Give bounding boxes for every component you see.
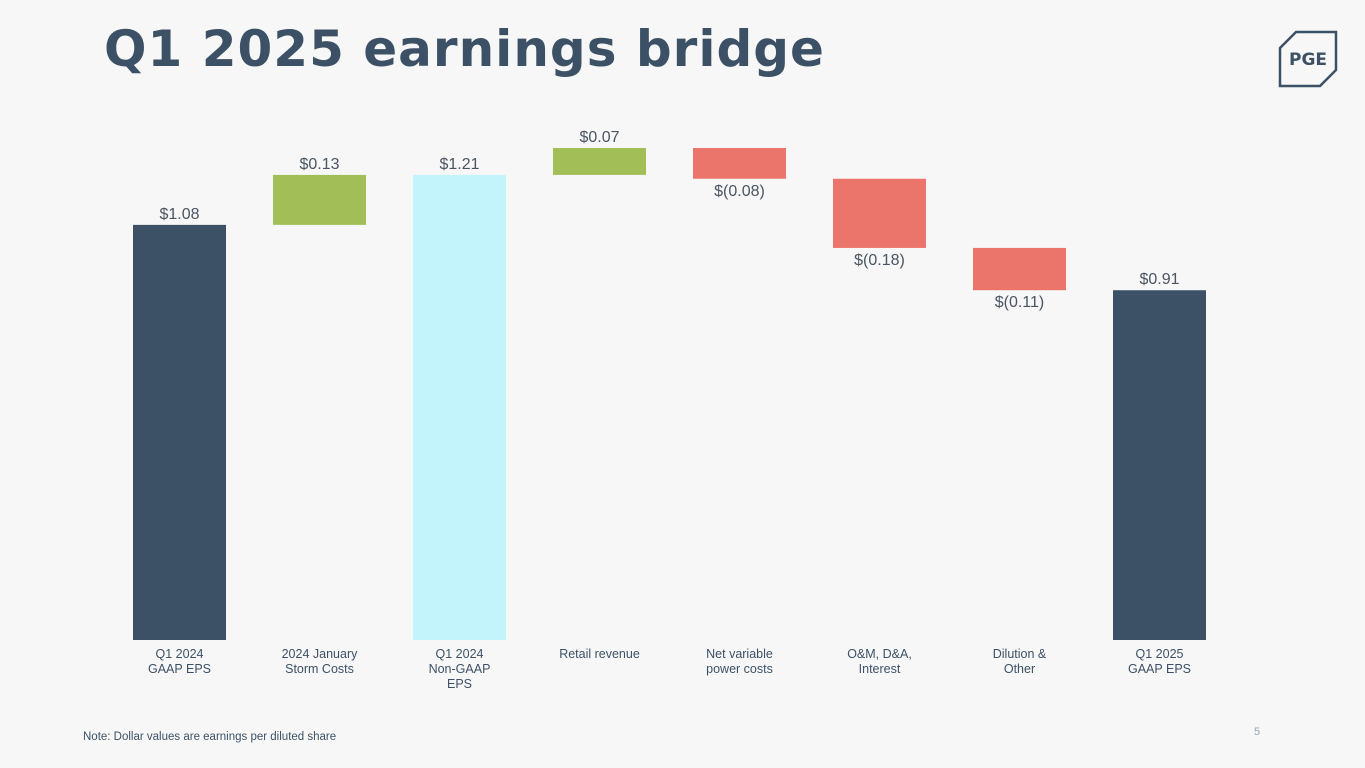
value-label-1: $0.13 — [299, 156, 339, 173]
value-label-5: $(0.18) — [854, 252, 905, 269]
category-label-6-line-0: Dilution & — [993, 647, 1047, 661]
category-label-1-line-1: Storm Costs — [285, 662, 354, 676]
pge-logo-icon: PGE — [1278, 30, 1338, 88]
value-label-3: $0.07 — [579, 129, 619, 146]
bar-3-increase — [553, 148, 646, 175]
category-label-1-line-0: 2024 January — [282, 647, 359, 661]
bar-1-increase — [273, 174, 366, 225]
bars-layer — [133, 148, 1206, 640]
value-labels-layer: $1.08 $0.13 $1.21 $0.07 $(0.08) $(0.18) $(0.11… — [159, 129, 1179, 311]
category-label-2-line-2: EPS — [447, 677, 472, 691]
footnote: Note: Dollar values are earnings per dil… — [83, 731, 337, 743]
value-label-6: $(0.11) — [995, 294, 1045, 311]
category-label-0-line-1: GAAP EPS — [148, 662, 211, 676]
value-label-2: $1.21 — [439, 156, 479, 173]
category-label-7-line-1: GAAP EPS — [1128, 662, 1191, 676]
category-label-5-line-0: O&M, D&A, — [847, 647, 912, 661]
category-label-2-line-1: Non-GAAP — [429, 662, 491, 676]
category-label-3-line-0: Retail revenue — [559, 647, 640, 661]
value-label-7: $0.91 — [1139, 271, 1179, 288]
value-label-0: $1.08 — [159, 206, 199, 223]
category-label-0-line-0: Q1 2024 — [156, 647, 204, 661]
page-number: 5 — [1254, 726, 1261, 738]
value-label-4: $(0.08) — [714, 183, 765, 200]
bar-0-total — [133, 224, 226, 640]
category-label-6-line-1: Other — [1004, 662, 1035, 676]
logo-text: PGE — [1289, 50, 1327, 70]
bar-6-decrease — [973, 247, 1066, 291]
category-label-4-line-0: Net variable — [706, 647, 773, 661]
bar-5-decrease — [833, 178, 926, 248]
bar-4-decrease — [693, 148, 786, 179]
bar-2-non_gaap — [413, 174, 506, 640]
bar-7-total — [1113, 290, 1206, 640]
category-label-5-line-1: Interest — [859, 662, 901, 676]
category-label-2-line-0: Q1 2024 — [436, 647, 484, 661]
category-label-7-line-0: Q1 2025 — [1136, 647, 1184, 661]
page-title: Q1 2025 earnings bridge — [104, 20, 825, 78]
category-label-4-line-1: power costs — [706, 662, 773, 676]
